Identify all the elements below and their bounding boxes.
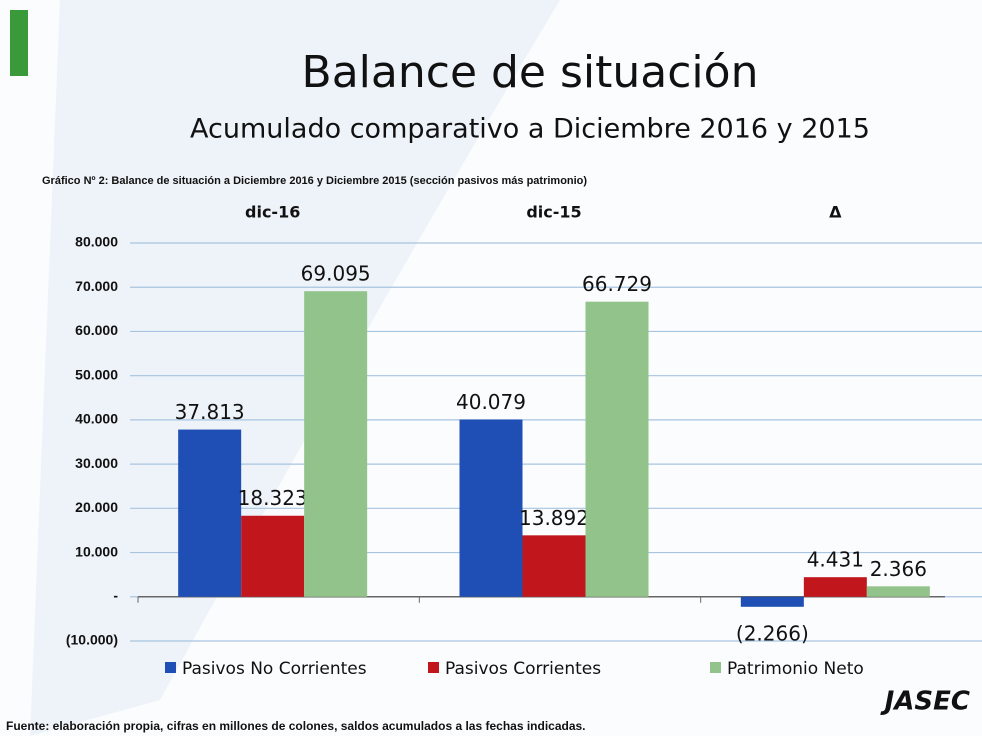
data-label: 66.729	[582, 272, 652, 296]
bar	[866, 586, 930, 597]
data-label: (2.266)	[736, 621, 809, 645]
category-label: dic-16	[245, 203, 300, 222]
legend-swatch	[428, 662, 439, 673]
title: Balance de situación	[302, 47, 759, 98]
y-tick-label: 10.000	[75, 543, 118, 559]
y-tick-label: 20.000	[75, 499, 118, 515]
data-label: 4.431	[807, 548, 864, 572]
y-tick-label: 80.000	[75, 234, 118, 250]
bar	[241, 515, 305, 597]
category-label: dic-15	[526, 203, 581, 222]
data-label: 2.366	[870, 557, 927, 581]
legend-label: Pasivos No Corrientes	[182, 659, 367, 679]
y-tick-label: -	[113, 587, 118, 603]
caption: Gráfico Nº 2: Balance de situación a Dic…	[42, 175, 587, 187]
data-label: 13.892	[519, 506, 589, 530]
bar	[803, 577, 867, 597]
bar	[178, 429, 242, 597]
bar	[304, 291, 368, 597]
bar	[740, 596, 804, 607]
logo: JASEC	[880, 687, 970, 717]
legend-swatch	[165, 662, 176, 673]
bar	[459, 419, 523, 597]
y-tick-label: 40.000	[75, 411, 118, 427]
data-label: 18.323	[238, 486, 308, 510]
data-label: 69.095	[301, 262, 371, 286]
bar	[585, 301, 649, 597]
accent-bar	[10, 10, 28, 76]
category-label: Δ	[829, 203, 842, 222]
bar	[522, 535, 586, 597]
y-tick-label: 30.000	[75, 455, 118, 471]
subtitle: Acumulado comparativo a Diciembre 2016 y…	[190, 114, 870, 145]
data-label: 37.813	[175, 400, 245, 424]
legend-label: Pasivos Corrientes	[445, 659, 601, 679]
legend-swatch	[710, 662, 721, 673]
y-tick-label: 50.000	[75, 366, 118, 382]
y-tick-label: (10.000)	[66, 632, 118, 648]
y-tick-label: 70.000	[75, 278, 118, 294]
y-tick-label: 60.000	[75, 322, 118, 338]
data-label: 40.079	[456, 390, 526, 414]
legend-label: Patrimonio Neto	[727, 659, 864, 679]
source: Fuente: elaboración propia, cifras en mi…	[6, 719, 586, 733]
